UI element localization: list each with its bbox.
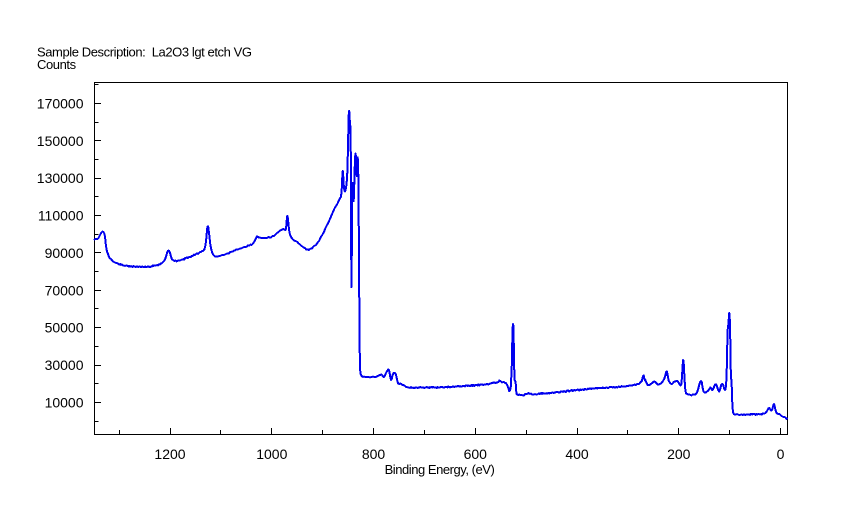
svg-text:1200: 1200 [154, 446, 185, 462]
svg-text:800: 800 [362, 446, 386, 462]
svg-text:600: 600 [464, 446, 488, 462]
svg-text:170000: 170000 [37, 95, 84, 111]
svg-text:30000: 30000 [45, 357, 84, 373]
svg-text:400: 400 [565, 446, 589, 462]
svg-text:0: 0 [777, 446, 785, 462]
svg-text:10000: 10000 [45, 394, 84, 410]
svg-text:70000: 70000 [45, 282, 84, 298]
svg-text:Sample Description: La2O3 lgt: Sample Description: La2O3 lgt etch VG [37, 44, 252, 59]
svg-text:150000: 150000 [37, 133, 84, 149]
svg-text:200: 200 [667, 446, 691, 462]
svg-text:90000: 90000 [45, 245, 84, 261]
svg-text:50000: 50000 [45, 320, 84, 336]
svg-text:Binding Energy, (eV): Binding Energy, (eV) [385, 462, 495, 477]
svg-text:110000: 110000 [38, 208, 84, 224]
svg-text:1000: 1000 [256, 446, 287, 462]
svg-text:Counts: Counts [37, 57, 77, 72]
svg-text:130000: 130000 [37, 170, 84, 186]
